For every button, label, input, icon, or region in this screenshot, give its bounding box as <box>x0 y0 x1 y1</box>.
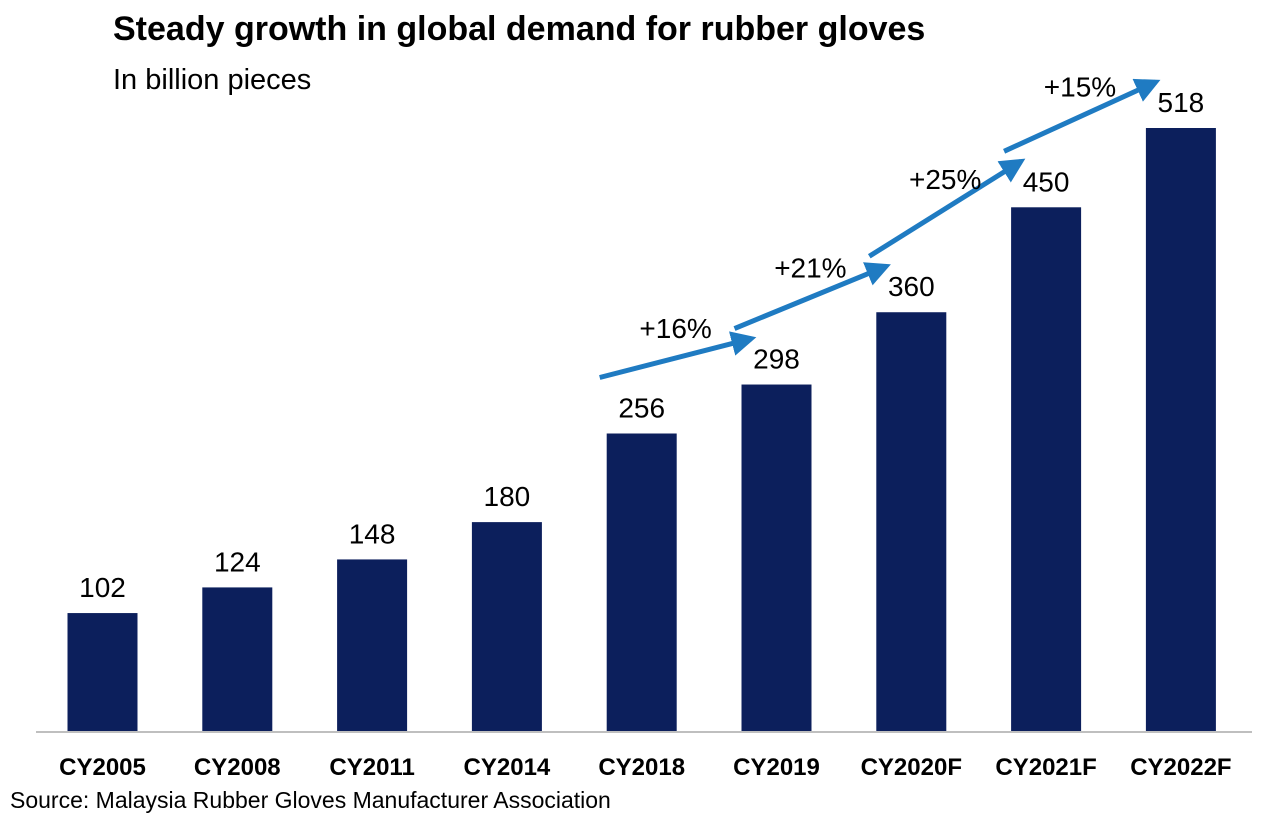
bar-cy2019 <box>741 384 812 732</box>
source-note: Source: Malaysia Rubber Gloves Manufactu… <box>10 787 611 813</box>
chart-subtitle: In billion pieces <box>113 64 312 96</box>
x-tick-label: CY2011 <box>329 754 414 781</box>
x-tick-label: CY2018 <box>598 754 685 781</box>
value-label: 256 <box>618 392 665 423</box>
value-label: 180 <box>484 481 531 512</box>
x-tick-label: CY2005 <box>59 754 146 781</box>
growth-label: +15% <box>1044 72 1116 103</box>
value-label: 148 <box>349 518 396 549</box>
growth-label: +25% <box>909 164 981 195</box>
growth-arrow <box>599 331 757 380</box>
growth-label: +21% <box>774 252 846 283</box>
value-label: 298 <box>753 344 800 375</box>
bar-cy2011 <box>337 559 408 732</box>
growth-arrow <box>1003 78 1161 154</box>
x-tick-label: CY2014 <box>464 754 551 781</box>
value-label: 360 <box>888 271 935 302</box>
x-tick-label: CY2008 <box>194 754 281 781</box>
bar-cy2020f <box>876 312 947 732</box>
bar-cy2022f <box>1145 128 1216 732</box>
x-tick-label: CY2022F <box>1130 754 1231 781</box>
growth-arrow <box>733 262 891 331</box>
value-label: 102 <box>79 572 126 603</box>
value-label: 124 <box>214 546 261 577</box>
bar-cy2005 <box>67 613 138 732</box>
bar-cy2008 <box>202 587 273 732</box>
bar-cy2018 <box>606 433 677 732</box>
bar-cy2014 <box>471 522 542 732</box>
chart-title: Steady growth in global demand for rubbe… <box>113 10 926 48</box>
bar-cy2021f <box>1011 207 1082 733</box>
value-label: 518 <box>1158 87 1205 118</box>
growth-arrow <box>867 158 1026 259</box>
value-label: 450 <box>1023 166 1070 197</box>
growth-label: +16% <box>639 313 711 344</box>
x-tick-label: CY2021F <box>995 754 1096 781</box>
x-tick-label: CY2020F <box>861 754 962 781</box>
x-tick-label: CY2019 <box>733 754 820 781</box>
